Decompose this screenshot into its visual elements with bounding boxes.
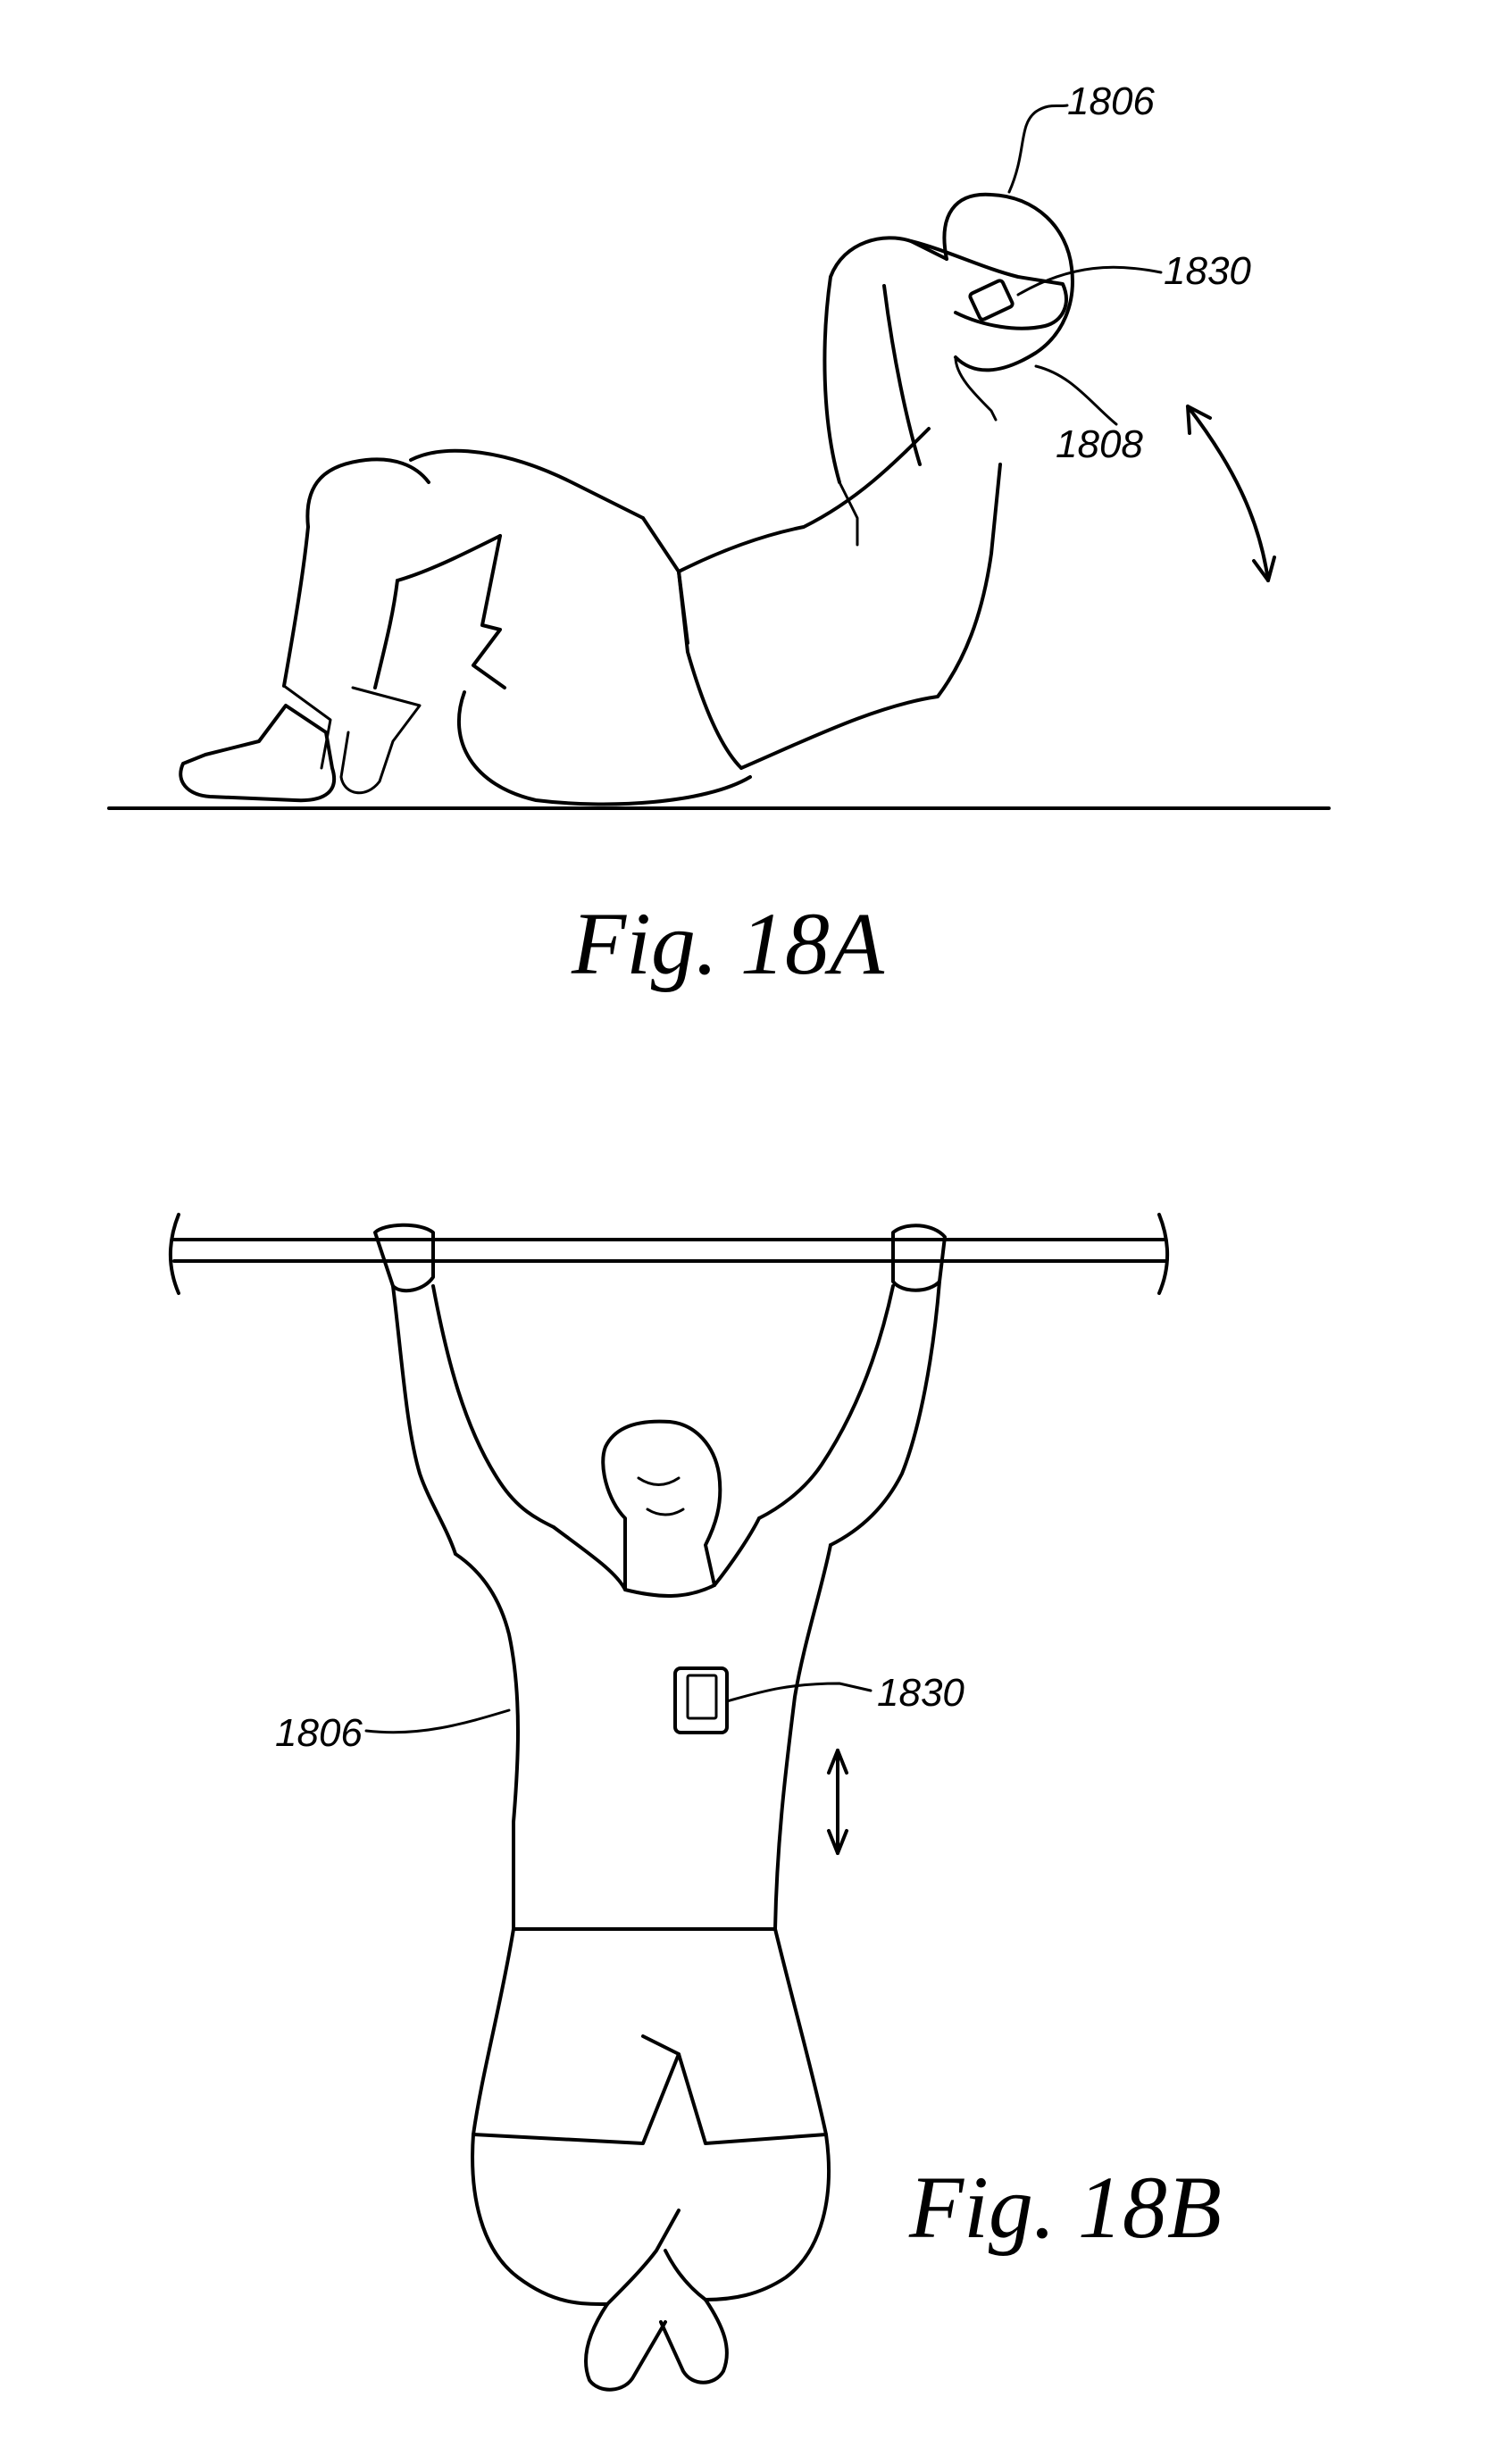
curl-motion-arrow	[1188, 406, 1274, 581]
caption-fig-18a: Fig. 18A	[571, 894, 885, 993]
pullup-person-1806	[375, 1225, 945, 2390]
label-1806-b: 1806	[275, 1711, 363, 1755]
vertical-motion-arrow	[829, 1750, 847, 1853]
label-1808: 1808	[1056, 422, 1143, 466]
label-1830-b: 1830	[877, 1671, 964, 1715]
leader-1830-b	[727, 1683, 871, 1701]
leader-1806-b	[366, 1710, 509, 1733]
label-1830-a: 1830	[1164, 249, 1251, 293]
leader-1806-a	[1009, 105, 1067, 192]
figure-18b: 1806 1830 Fig. 18B	[171, 1215, 1222, 2390]
label-1806-a: 1806	[1067, 79, 1155, 123]
leader-1808	[1036, 366, 1116, 424]
situp-person-1806	[180, 195, 1073, 805]
pullup-bar	[171, 1215, 1167, 1293]
device-1830-wrist	[969, 280, 1014, 321]
figure-18a: 1806 1830 1808 Fig. 18A	[109, 79, 1329, 993]
caption-fig-18b: Fig. 18B	[908, 2158, 1222, 2257]
device-1830-chest	[675, 1668, 727, 1733]
